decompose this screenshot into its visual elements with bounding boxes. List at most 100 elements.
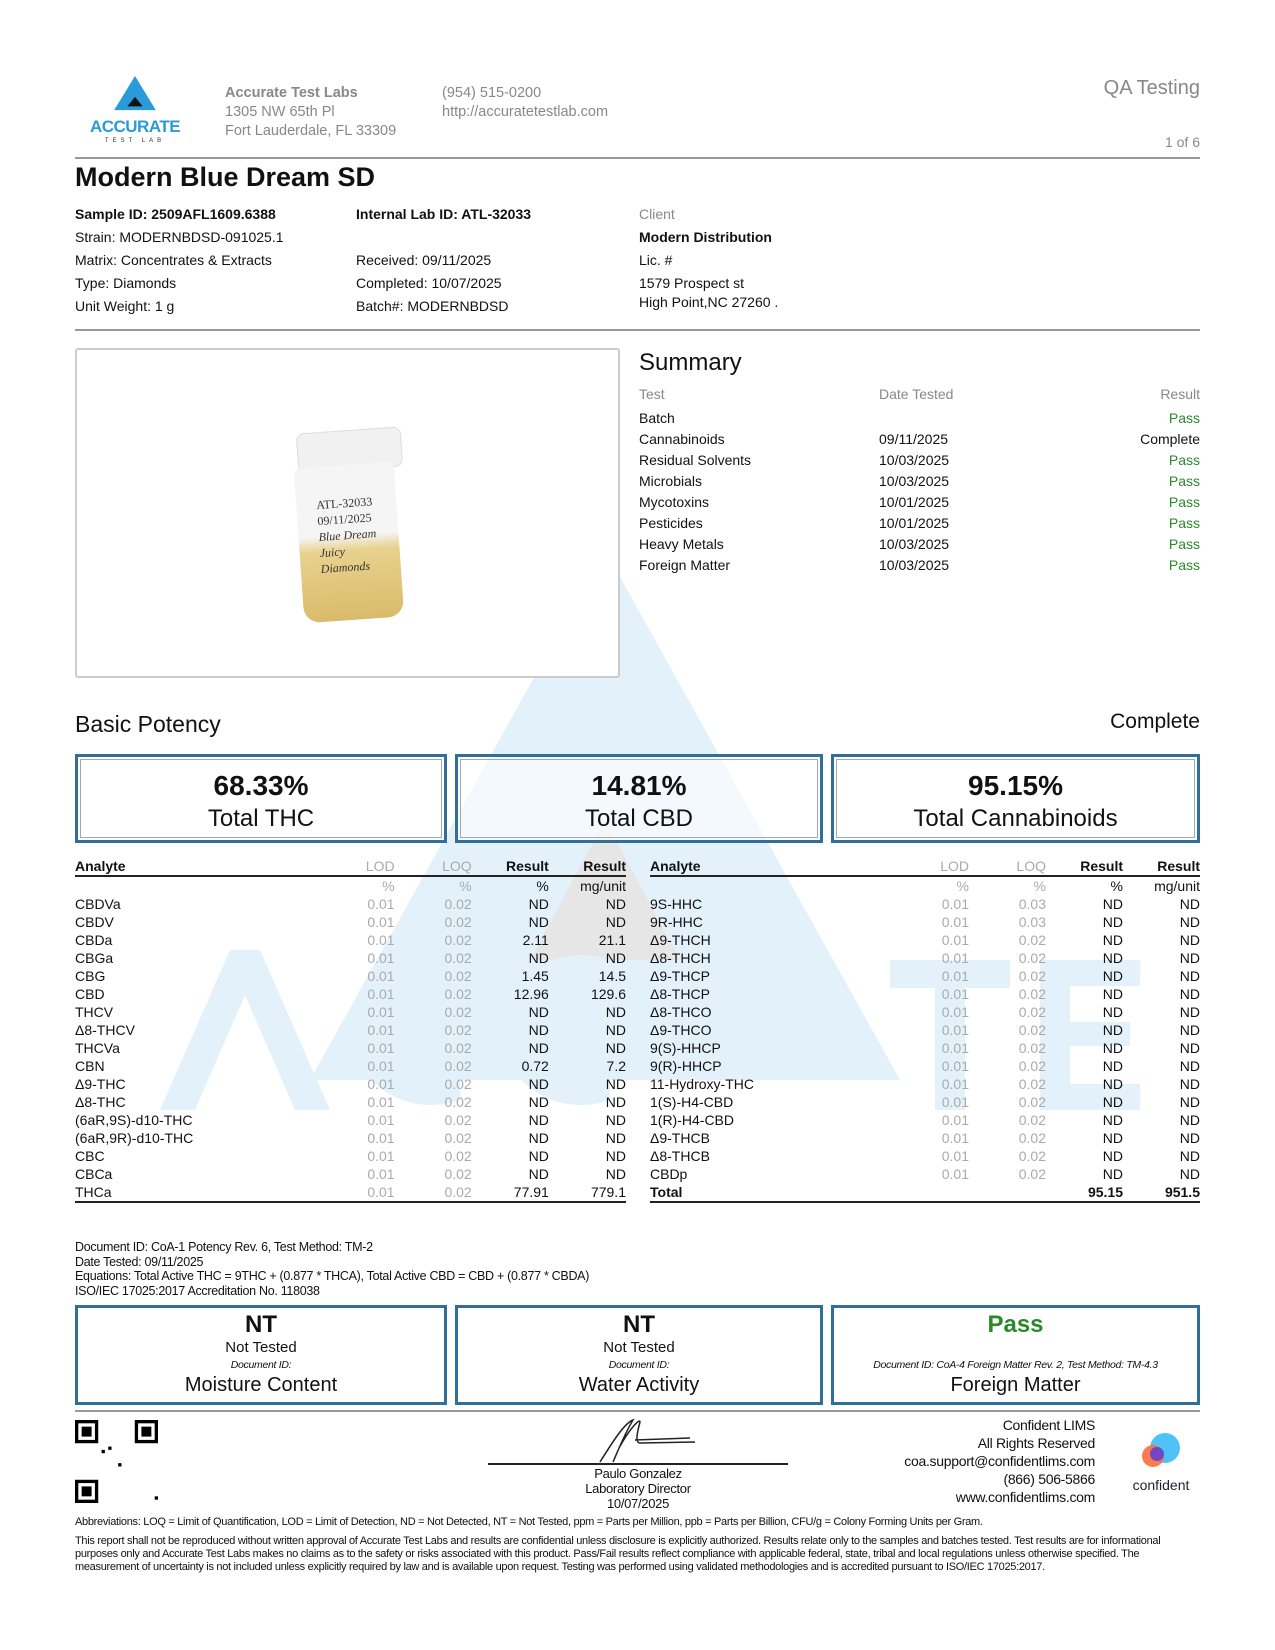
lims-phone: (866) 506-5866 [1003,1471,1095,1487]
total-value: 68.33% [213,770,309,801]
table-cell: Δ9-THCO [650,1022,712,1038]
table-cell: 0.01 [941,1076,969,1092]
table-cell: ND [528,950,549,966]
test-value: Pass [987,1311,1044,1338]
column-header: LOQ [969,857,1046,877]
column-header: Result [1046,857,1123,877]
received-date: Received: 09/11/2025 [356,252,492,268]
table-cell: 7.2 [606,1058,626,1074]
qr-code[interactable] [75,1420,158,1503]
summary-test: Residual Solvents [639,452,752,468]
table-cell: ND [1179,932,1200,948]
table-cell: 0.02 [444,968,472,984]
summary-header-test: Test [639,386,665,402]
summary-row: Batch Pass [639,408,1200,429]
table-cell: Δ9-THCB [650,1130,710,1146]
summary-row: Microbials 10/03/2025 Pass [639,471,1200,492]
total-cbd-box: 14.81% Total CBD [455,754,823,843]
summary-section: Summary Test Date Tested Result Batch Pass C… [639,348,1200,576]
table-cell: Δ8-THCO [650,1004,712,1020]
table-row: Δ9-THCB 0.01 0.02 ND ND [650,1129,1200,1147]
table-cell: 0.02 [444,1112,472,1128]
table-cell: 0.02 [1018,1058,1046,1074]
table-cell: CBDV [75,914,114,930]
table-cell: ND [1102,1076,1123,1092]
lab-website[interactable]: http://accuratetestlab.com [442,104,609,120]
table-row: THCV 0.01 0.02 ND ND [75,1003,626,1021]
potency-table-right: Analyte LOD LOQ Result Result%%% mg/unit 9S-HH… [650,857,1200,1203]
unit-cell: mg/unit [580,878,626,894]
strain: Strain: MODERNBDSD-091025.1 [75,229,284,245]
table-cell: ND [1102,1148,1123,1164]
table-cell: 0.01 [367,896,395,912]
table-cell: (6aR,9R)-d10-THC [75,1130,194,1146]
table-cell: ND [528,1094,549,1110]
lims-email[interactable]: coa.support@confidentlims.com [904,1453,1095,1469]
table-cell: (6aR,9S)-d10-THC [75,1112,193,1128]
table-cell: 0.01 [941,1166,969,1182]
table-cell: 0.01 [941,1004,969,1020]
table-cell: ND [528,1130,549,1146]
divider [75,157,1200,159]
table-cell: 9(R)-HHCP [650,1058,722,1074]
table-cell: 0.02 [444,1058,472,1074]
table-cell: 0.02 [444,914,472,930]
table-header-row: Analyte LOD LOQ Result Result [650,857,1200,877]
column-header: LOD [892,857,969,877]
summary-test: Microbials [639,473,703,489]
table-cell: 0.01 [941,986,969,1002]
summary-result: Pass [1168,515,1200,531]
summary-header-result: Result [1160,386,1200,402]
test-name: Foreign Matter [950,1374,1081,1396]
table-cell: ND [1102,1166,1123,1182]
type: Type: Diamonds [75,275,177,291]
unit-weight: Unit Weight: 1 g [75,298,175,314]
total-label: Total CBD [584,805,694,832]
table-cell: Δ8-THCB [650,1148,710,1164]
table-cell: 0.01 [941,1040,969,1056]
table-cell: ND [605,914,626,930]
table-cell: CBDVa [75,896,121,912]
table-cell: 0.01 [941,968,969,984]
table-row: 1(S)-H4-CBD 0.01 0.02 ND ND [650,1093,1200,1111]
table-cell: 0.02 [444,1022,472,1038]
table-cell: 0.01 [367,1130,395,1146]
table-cell: 0.02 [1018,1166,1046,1182]
client-name: Modern Distribution [639,229,772,245]
table-cell: 12.96 [513,986,549,1002]
table-cell: ND [605,1076,626,1092]
table-row: CBDa 0.01 0.02 2.11 21.1 [75,931,626,949]
table-cell: 0.02 [444,1076,472,1092]
matrix: Matrix: Concentrates & Extracts [75,252,272,268]
table-cell: ND [1179,1040,1200,1056]
summary-row: Mycotoxins 10/01/2025 Pass [639,492,1200,513]
table-cell: 0.02 [1018,932,1046,948]
note-line: Date Tested: 09/11/2025 [75,1254,204,1269]
logo-text: ACCURATE [89,117,181,136]
summary-date: 10/03/2025 [879,536,950,552]
page-title: Modern Blue Dream SD [75,162,376,192]
table-cell: 0.01 [367,1112,395,1128]
unit-cell: % [536,878,549,894]
table-cell: 0.02 [444,1094,472,1110]
table-cell: Δ9-THCP [650,968,710,984]
confident-logo-text: confident [1132,1477,1190,1493]
table-cell: 0.02 [1018,986,1046,1002]
table-cell: CBG [75,968,106,984]
table-cell: 0.02 [1018,1022,1046,1038]
table-cell: 0.01 [367,1148,395,1164]
table-cell: ND [528,1076,549,1092]
table-cell: ND [1102,1094,1123,1110]
units-row: %%% mg/unit [75,876,626,895]
summary-test: Mycotoxins [639,494,710,510]
table-cell: ND [1102,1058,1123,1074]
table-row: Δ8-THCH 0.01 0.02 ND ND [650,949,1200,967]
table-cell: THCa [75,1183,318,1203]
table-cell: ND [1179,968,1200,984]
unit-cell: % [1033,878,1046,894]
client-label: Client [639,206,675,222]
table-cell: ND [1102,896,1123,912]
table-row: Δ9-THC 0.01 0.02 ND ND [75,1075,626,1093]
table-cell: 0.03 [1018,896,1046,912]
lims-website[interactable]: www.confidentlims.com [955,1489,1096,1505]
